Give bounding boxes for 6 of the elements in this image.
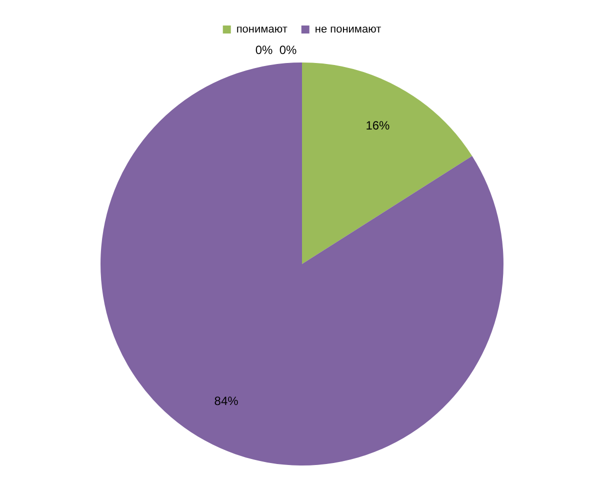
legend-label: понимают <box>236 24 288 36</box>
data-label: 16% <box>366 118 390 133</box>
legend-label: не понимают <box>314 24 382 36</box>
text: 0% <box>255 42 273 57</box>
data-label: 84% <box>214 394 239 408</box>
text: 0% <box>279 42 297 57</box>
